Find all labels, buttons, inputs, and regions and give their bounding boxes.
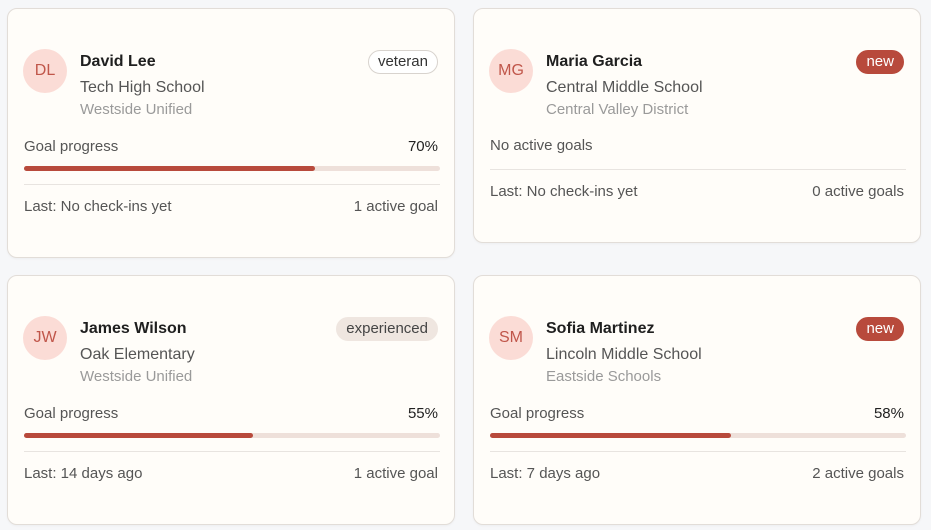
progress-title: Goal progress — [490, 405, 585, 422]
last-check-in: Last: No check-ins yet — [24, 198, 172, 215]
coach-card: JW James Wilson Oak Elementary Westside Uni… — [7, 275, 455, 525]
coach-card: DL David Lee Tech High School Westside Unif… — [7, 8, 455, 258]
school: Central Middle School — [546, 79, 703, 96]
coach-card: MG Maria Garcia Central Middle School Centr… — [473, 8, 921, 243]
name: James Wilson — [80, 320, 187, 337]
school: Tech High School — [80, 79, 205, 96]
no-goals: No active goals — [490, 137, 593, 154]
last-check-in: Last: 7 days ago — [490, 465, 601, 482]
progress-label: 58% — [873, 405, 904, 422]
progress-track — [490, 433, 906, 438]
district: Central Valley District — [546, 101, 689, 118]
school: Oak Elementary — [80, 346, 195, 363]
coach-card: SM Sofia Martinez Lincoln Middle School Eas… — [473, 275, 921, 525]
divider — [490, 169, 906, 170]
district: Westside Unified — [80, 368, 193, 385]
avatar: DL — [23, 49, 67, 93]
progress-track — [24, 166, 440, 171]
active-goals: 0 active goals — [812, 183, 904, 200]
badge: new — [856, 50, 904, 74]
school: Lincoln Middle School — [546, 346, 702, 363]
name: David Lee — [80, 53, 156, 70]
name: Sofia Martinez — [546, 320, 655, 337]
progress-track — [24, 433, 440, 438]
progress-bar — [24, 166, 316, 171]
divider — [490, 451, 906, 452]
badge: new — [856, 317, 904, 341]
avatar: MG — [489, 49, 533, 93]
avatar: JW — [23, 316, 67, 360]
progress-bar — [24, 433, 253, 438]
active-goals: 2 active goals — [812, 465, 904, 482]
progress-label: 55% — [407, 405, 438, 422]
active-goals: 1 active goal — [353, 198, 438, 215]
progress-label: 70% — [407, 138, 438, 155]
divider — [24, 184, 440, 185]
progress-title: Goal progress — [24, 138, 119, 155]
last-check-in: Last: 14 days ago — [24, 465, 143, 482]
avatar: SM — [489, 316, 533, 360]
name: Maria Garcia — [546, 53, 643, 70]
progress-bar — [490, 433, 732, 438]
district: Eastside Schools — [546, 368, 662, 385]
divider — [24, 451, 440, 452]
last-check-in: Last: No check-ins yet — [490, 183, 638, 200]
badge: experienced — [336, 317, 438, 341]
active-goals: 1 active goal — [353, 465, 438, 482]
badge: veteran — [367, 50, 438, 74]
district: Westside Unified — [80, 101, 193, 118]
progress-title: Goal progress — [24, 405, 119, 422]
